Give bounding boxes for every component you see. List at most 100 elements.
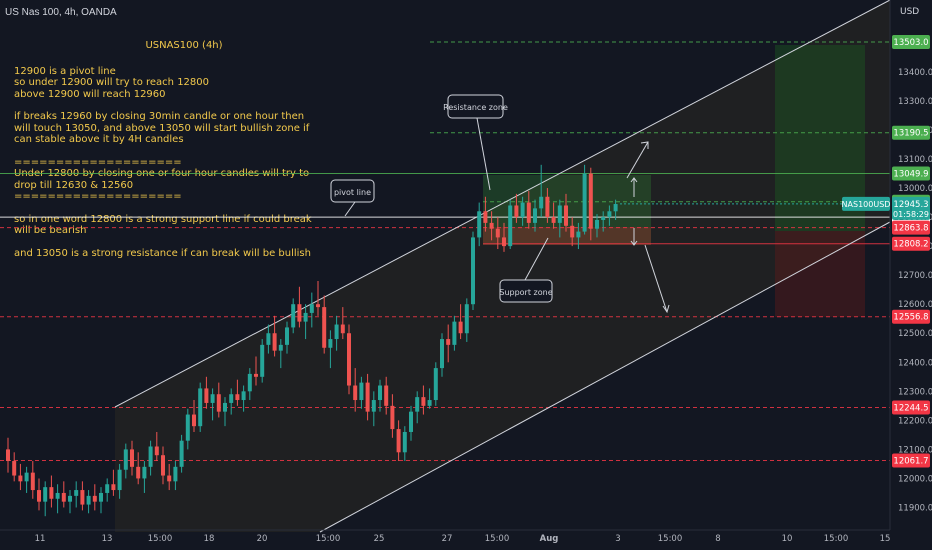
candle-body-19: [123, 449, 128, 470]
time-tick-14: 15:00: [824, 534, 849, 544]
candle-body-18: [117, 469, 122, 491]
time-tick-15: 15: [880, 534, 891, 544]
candle-body-64: [402, 431, 407, 453]
candle-body-83: [520, 202, 525, 218]
candle-body-79: [495, 228, 500, 238]
candle-body-86: [539, 196, 544, 209]
candle-body-13: [86, 495, 91, 505]
currency-label: USD: [900, 7, 919, 17]
price-label-bg-2[interactable]: [892, 166, 930, 181]
price-label-bg-1[interactable]: [892, 125, 930, 140]
candle-body-6: [43, 487, 48, 502]
candle-body-11: [74, 490, 79, 496]
candle-body-96: [601, 217, 606, 220]
price-label-bg-9[interactable]: [892, 453, 930, 468]
notes-paragraph-5: and 13050 is a strong resistance if can …: [14, 247, 311, 259]
candle-body-78: [489, 222, 494, 229]
price-tick-0: 11900.0: [898, 503, 932, 513]
price-label-bg-6[interactable]: [892, 236, 930, 251]
pivot-callout-pointer: [344, 201, 356, 217]
candle-body-70: [440, 339, 444, 369]
callouts[interactable]: Resistance zone pivot line Support zone: [330, 94, 553, 303]
price-label-bg-7[interactable]: [892, 309, 930, 324]
channel-lower-line[interactable]: [319, 221, 891, 533]
candle-body-94: [588, 173, 593, 229]
candle-body-59: [371, 400, 376, 412]
price-axis[interactable]: USD: [889, 0, 919, 530]
price-label-text-2: 13049.9: [893, 170, 928, 180]
candle-body-77: [483, 211, 488, 223]
pivot-callout-box[interactable]: [330, 179, 375, 203]
symbol-title[interactable]: US Nas 100, 4h, OANDA: [5, 7, 117, 18]
candle-body-47: [297, 304, 302, 322]
candle-body-95: [595, 219, 599, 229]
price-label-text-0: 13503.0: [893, 38, 928, 48]
rising-channel[interactable]: [114, 0, 891, 533]
candle-body-75: [471, 237, 475, 305]
time-tick-13: 10: [782, 534, 793, 544]
candle-body-14: [92, 495, 97, 502]
candle-body-93: [582, 173, 587, 232]
support-callout-text: Support zone: [499, 288, 552, 297]
candle-body-2: [18, 475, 23, 482]
time-tick-3: 18: [204, 534, 215, 544]
price-tick-3: 12200.0: [898, 416, 932, 426]
time-tick-6: 25: [374, 534, 385, 544]
channel-upper-line[interactable]: [114, 0, 891, 408]
candle-body-3: [24, 472, 29, 482]
candle-body-12: [80, 490, 85, 505]
current-price-text: 12945.3: [893, 200, 928, 210]
candle-body-80: [502, 237, 506, 247]
candle-body-53: [334, 324, 339, 340]
price-tick-5: 12400.0: [898, 358, 932, 368]
time-tick-5: 15:00: [316, 534, 341, 544]
candle-body-44: [278, 344, 283, 351]
price-tick-2: 12100.0: [898, 445, 932, 455]
zones-layer: [115, 0, 890, 532]
current-price-bg[interactable]: [892, 196, 930, 220]
candle-body-69: [433, 368, 438, 401]
candle-body-42: [266, 333, 271, 345]
price-label-bg-0[interactable]: [892, 34, 930, 49]
candle-body-8: [55, 492, 60, 499]
resistance-callout-box[interactable]: [447, 94, 504, 119]
candle-body-21: [136, 466, 141, 479]
price-label-bg-5[interactable]: [892, 220, 930, 235]
candle-body-20: [130, 449, 134, 467]
price-tick-14: 13300.0: [898, 97, 932, 107]
price-tick-6: 12500.0: [898, 329, 932, 339]
candle-body-33: [210, 394, 215, 403]
price-label-bg-8[interactable]: [892, 400, 930, 415]
candle-body-89: [557, 205, 562, 223]
time-tick-12: 8: [715, 534, 720, 544]
pivot-callout-text: pivot line: [334, 188, 371, 197]
current-symbol-bg[interactable]: [842, 196, 890, 211]
support-callout-box[interactable]: [499, 279, 553, 303]
time-tick-7: 27: [442, 534, 453, 544]
candle-body-82: [514, 205, 519, 218]
arrow-down-right-head: [662, 304, 670, 314]
channel-fill: [115, 0, 890, 532]
candle-body-30: [192, 414, 196, 427]
candle-body-28: [179, 440, 184, 467]
candle-body-49: [309, 304, 314, 313]
candle-body-32: [204, 388, 209, 403]
candles-layer: [6, 164, 618, 517]
candle-body-60: [378, 385, 382, 401]
resistance-callout-text: Resistance zone: [443, 103, 508, 112]
support-zone-box: [483, 227, 651, 245]
candle-body-31: [198, 388, 203, 427]
time-tick-1: 13: [102, 534, 113, 544]
arrow-small-up-head: [630, 177, 638, 183]
candle-body-65: [409, 411, 413, 432]
candle-body-88: [551, 217, 556, 223]
horizontal-levels: [0, 41, 890, 462]
analysis-notes: USNAS100 (4h) 12900 is a pivot line so u…: [14, 40, 314, 270]
time-tick-2: 15:00: [148, 534, 173, 544]
candle-body-50: [316, 304, 320, 308]
candle-body-56: [353, 385, 358, 401]
candle-body-81: [508, 205, 513, 247]
current-price-badge[interactable]: NAS100USD 12945.301:58:29: [620, 196, 930, 220]
support-callout-pointer: [524, 237, 549, 281]
